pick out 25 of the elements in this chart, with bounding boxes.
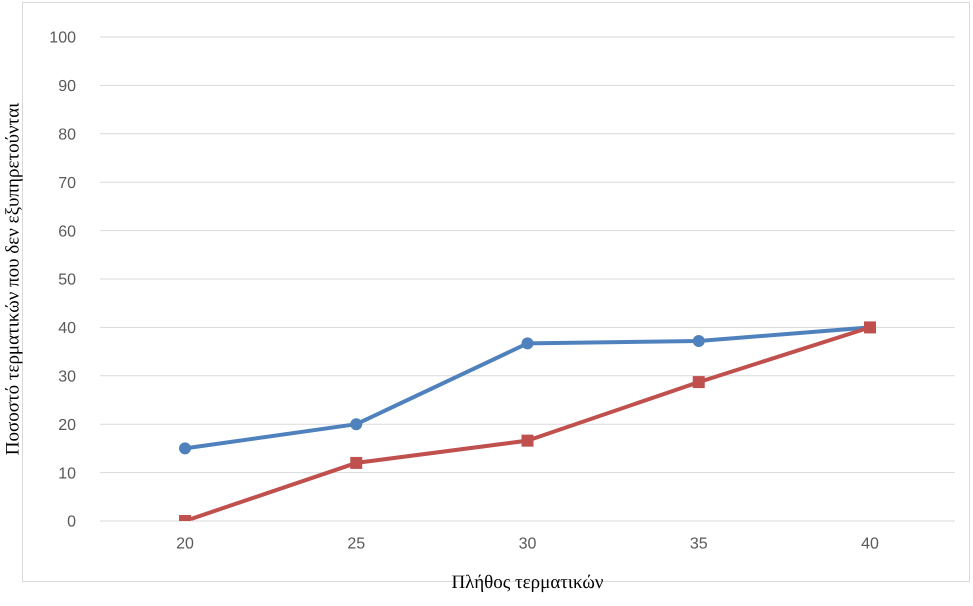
point [692, 376, 705, 388]
y-tick-label: 30 [58, 368, 76, 386]
y-tick-label: 90 [58, 78, 76, 96]
point [350, 456, 362, 469]
x-axis-title: Πλήθος τερματικών [451, 572, 604, 593]
y-tick-label: 20 [58, 416, 76, 434]
x-tick-label: 40 [861, 535, 879, 552]
y-axis-title: Ποσοστό τερματικών που δεν εξυπηρετούνται [2, 102, 24, 456]
y-tick-label: 60 [58, 223, 76, 240]
y-tick-label: 100 [49, 30, 76, 47]
x-tick-label: 25 [347, 535, 366, 552]
point [522, 337, 534, 350]
x-tick-label: 30 [518, 535, 536, 552]
point [350, 418, 362, 430]
y-tick-label: 0 [67, 514, 76, 531]
y-tick-label: 50 [58, 272, 76, 289]
x-tick-label: 35 [690, 535, 708, 552]
y-tick-label: 40 [58, 320, 76, 338]
point [179, 442, 191, 454]
point [692, 334, 705, 347]
y-tick-label: 10 [58, 465, 76, 482]
y-tick-label: 70 [58, 174, 76, 192]
x-tick-label: 20 [176, 535, 194, 552]
y-tick-label: 80 [58, 126, 76, 144]
point [522, 434, 534, 447]
